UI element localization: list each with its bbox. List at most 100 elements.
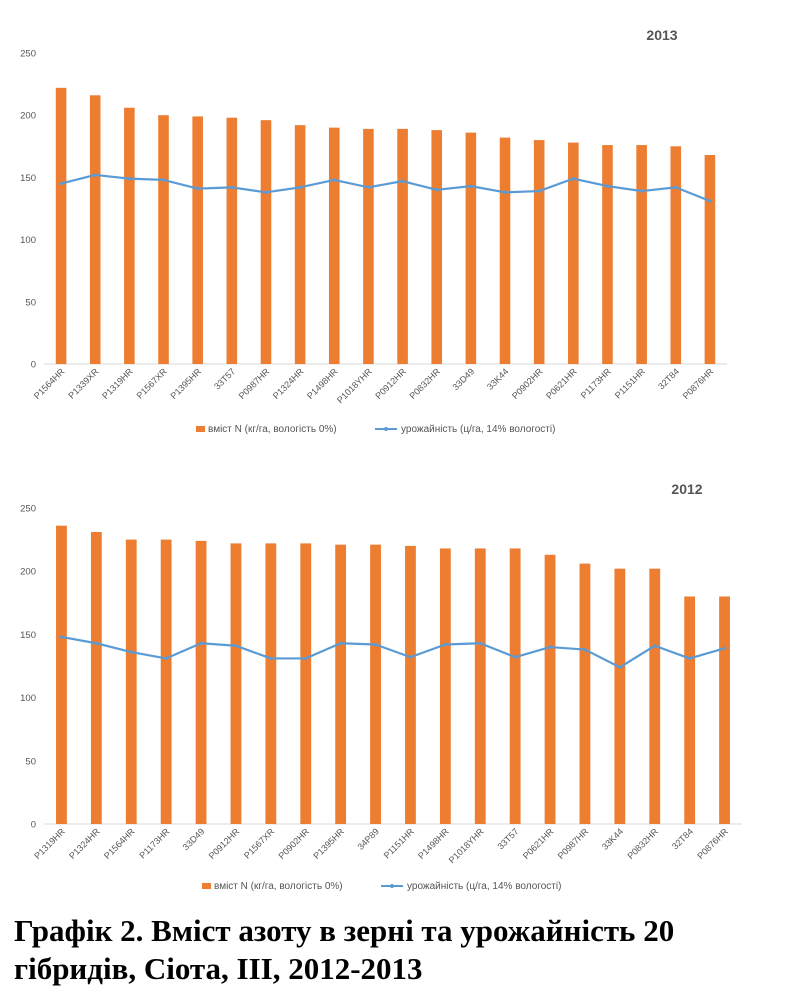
legend-bar-swatch [196,426,205,432]
y-tick-label: 250 [20,49,36,60]
category-label: P0621HR [544,366,579,401]
figure-caption: Графік 2. Вміст азоту в зерні та урожайн… [14,913,675,986]
y-tick-label: 50 [25,297,36,308]
bar [670,146,682,364]
line-point [129,650,133,654]
line-point [537,189,541,193]
bar [294,125,306,364]
y-tick-label: 0 [31,820,36,831]
y-tick-label: 250 [20,504,36,515]
line-point [571,177,575,181]
category-label: P1324HR [271,366,306,401]
line-point [688,656,692,661]
bar [405,545,416,824]
bar [90,532,102,824]
category-label: P0987HR [556,826,591,861]
bar [509,548,521,824]
bar [719,596,730,824]
category-label: 32T84 [656,366,681,391]
category-label: 33D49 [450,366,476,392]
y-tick-label: 150 [20,173,36,184]
line-point [548,645,552,649]
line-point [513,655,517,659]
line-point [339,641,343,645]
bar [474,548,486,824]
line-point [59,635,64,639]
y-tick-label: 200 [20,567,36,578]
bar [533,140,545,364]
bar [55,87,67,364]
line-point [583,647,587,652]
category-label: P1498HR [416,826,451,861]
bar [192,116,203,364]
y-tick-label: 50 [25,756,36,767]
bar [568,142,579,364]
category-label: P1319HR [32,826,67,861]
line-point [264,190,268,194]
line-point [94,641,98,645]
category-label: 34P89 [355,826,380,851]
line-point [653,644,657,648]
chart-title: 2012 [671,481,702,497]
line-point [722,646,727,650]
bar [363,128,374,364]
category-label: P0832HR [625,826,660,861]
category-label: 33K44 [600,826,625,851]
bar [328,127,340,364]
bar [265,543,277,824]
category-label: P0876HR [695,826,730,861]
category-label: P0912HR [373,366,408,401]
legend-line-label: урожайність (ц/га, 14% вологості) [401,424,555,435]
category-label: P0832HR [407,366,442,401]
line-point [332,178,336,182]
bar [158,115,169,364]
bar [370,544,381,824]
category-label: P0987HR [237,366,272,401]
category-label: P0902HR [510,366,545,401]
line-point [127,177,131,181]
line-point [196,186,200,191]
chart-title: 2013 [646,27,677,43]
line-point [469,184,473,188]
category-label: 33T57 [212,366,237,391]
y-tick-label: 200 [20,111,36,122]
bar [465,132,477,364]
category-label: P1319HR [100,366,135,401]
line-point [674,185,678,189]
line-point [304,656,308,661]
category-label: P1339XR [66,366,101,401]
line-point [59,182,63,186]
legend-line-label: урожайність (ц/га, 14% вологості) [407,881,561,892]
legend-line-marker [384,427,388,431]
legend-bar-swatch [202,883,211,889]
y-tick-label: 0 [31,360,36,371]
category-label: P1567XR [135,366,170,401]
line-point [93,173,97,177]
category-label: P1567XR [242,826,277,861]
line-point [708,199,712,203]
bar [335,544,347,824]
line-point [298,185,302,189]
legend-bar-label: вміст N (кг/га, вологість 0%) [208,424,337,435]
category-label: P1018YHR [447,826,486,865]
bar [160,539,172,824]
line-point [199,641,203,645]
yield-line [61,635,725,669]
category-label: 32T84 [670,826,695,851]
category-label: P1564HR [32,366,67,401]
category-label: 33K44 [485,366,510,391]
line-point [408,655,413,659]
category-label: P1395HR [311,826,346,861]
category-label: 33D49 [181,826,207,852]
line-point [161,178,166,182]
yield-line [60,173,711,203]
category-label: P1564HR [102,826,137,861]
line-point [618,665,622,669]
line-point [435,188,439,192]
category-label: P1018YHR [335,366,374,405]
category-label: P1151HR [613,366,648,401]
line-point [373,642,378,647]
line-point [400,179,405,183]
bar [125,539,137,824]
bar [260,120,272,365]
